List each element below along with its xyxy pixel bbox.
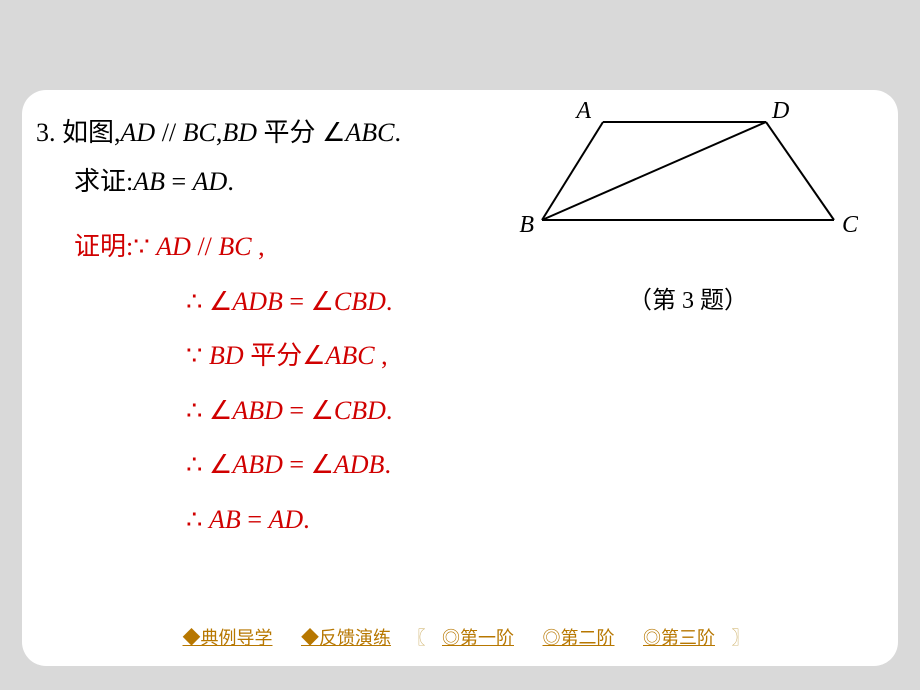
mid-4: = bbox=[283, 450, 311, 479]
svg-text:C: C bbox=[842, 212, 858, 238]
math-bd: BD bbox=[222, 118, 257, 147]
mid-3: = bbox=[283, 396, 311, 425]
ang-1a: ∠ bbox=[209, 287, 232, 316]
m1-5: AB bbox=[209, 505, 241, 534]
m1-3: ABD bbox=[232, 396, 283, 425]
ang-2b: ∠ bbox=[302, 341, 325, 370]
m2-0: BC bbox=[218, 232, 251, 261]
math-ab: AB bbox=[133, 167, 165, 196]
math-ad2: AD bbox=[193, 167, 228, 196]
proof-line-3: ∴ ∠ABD = ∠CBD. bbox=[36, 384, 392, 439]
problem-statement: 3. 如图,AD // BC,BD 平分 ∠ABC. 求证:AB = AD. bbox=[36, 108, 401, 207]
m1-1: ADB bbox=[232, 287, 283, 316]
period2: . bbox=[227, 167, 234, 196]
footer-item-4[interactable]: ◎第三阶 bbox=[643, 628, 715, 648]
post-1: . bbox=[386, 287, 393, 316]
ang-3b: ∠ bbox=[311, 396, 334, 425]
mid-1: = bbox=[283, 287, 311, 316]
m2-2: ABC bbox=[326, 341, 375, 370]
post-0: , bbox=[252, 232, 265, 261]
m1-4: ABD bbox=[232, 450, 283, 479]
ang-4b: ∠ bbox=[311, 450, 334, 479]
figure-caption: （第 3 题） bbox=[518, 280, 858, 315]
post-3: . bbox=[386, 396, 393, 425]
mid-5: = bbox=[241, 505, 269, 534]
m1-2: BD bbox=[209, 341, 244, 370]
proof-block: 证明:∵ AD // BC , ∴ ∠ADB = ∠CBD. ∵ BD 平分∠A… bbox=[36, 220, 392, 548]
footer-item-2[interactable]: ◎第一阶 bbox=[442, 628, 514, 648]
therefore-5: ∴ bbox=[186, 505, 209, 534]
svg-text:B: B bbox=[519, 212, 534, 238]
problem-number: 3. bbox=[36, 118, 56, 147]
footer-item-0[interactable]: ◆典例导学 bbox=[183, 628, 273, 648]
figure-block: A D B C （第 3 题） bbox=[518, 102, 858, 315]
m1-0: AD bbox=[156, 232, 191, 261]
page-card: 3. 如图,AD // BC,BD 平分 ∠ABC. 求证:AB = AD. 证… bbox=[22, 90, 898, 666]
post-4: . bbox=[384, 450, 391, 479]
trapezoid-figure: A D B C bbox=[518, 102, 858, 252]
m2-3: CBD bbox=[334, 396, 386, 425]
because-0: ∵ bbox=[133, 232, 156, 261]
given-prefix: 如图, bbox=[62, 118, 121, 147]
ang-1b: ∠ bbox=[311, 287, 334, 316]
prove-label: 求证: bbox=[74, 167, 133, 196]
footer-nav: ◆典例导学 ◆反馈演练 〖 ◎第一阶 ◎第二阶 ◎第三阶 〗 bbox=[22, 624, 898, 650]
footer-item-1[interactable]: ◆反馈演练 bbox=[301, 628, 391, 648]
period1: . bbox=[394, 118, 401, 147]
angle-sym: ∠ bbox=[322, 118, 345, 147]
m2-1: CBD bbox=[334, 287, 386, 316]
svg-text:A: A bbox=[574, 102, 591, 124]
proof-line-1: ∴ ∠ADB = ∠CBD. bbox=[36, 275, 392, 330]
content-area: 3. 如图,AD // BC,BD 平分 ∠ABC. 求证:AB = AD. 证… bbox=[22, 90, 898, 666]
mid-2: 平分 bbox=[244, 341, 303, 370]
proof-line-4: ∴ ∠ABD = ∠ADB. bbox=[36, 438, 392, 493]
problem-line-1: 3. 如图,AD // BC,BD 平分 ∠ABC. bbox=[36, 108, 401, 157]
parallel-sym: // bbox=[155, 118, 182, 147]
svg-text:D: D bbox=[771, 102, 789, 124]
therefore-4: ∴ bbox=[186, 450, 209, 479]
equals-sym: = bbox=[165, 167, 193, 196]
post-2: , bbox=[375, 341, 388, 370]
m2-5: AD bbox=[268, 505, 303, 534]
because-2: ∵ bbox=[186, 341, 209, 370]
footer-item-3[interactable]: ◎第二阶 bbox=[543, 628, 615, 648]
proof-line-0: 证明:∵ AD // BC , bbox=[36, 220, 392, 275]
proof-line-5: ∴ AB = AD. bbox=[36, 493, 392, 548]
therefore-3: ∴ bbox=[186, 396, 209, 425]
math-ad: AD bbox=[121, 118, 156, 147]
proof-line-2: ∵ BD 平分∠ABC , bbox=[36, 329, 392, 384]
bracket-close: 〗 bbox=[732, 628, 750, 648]
ang-4a: ∠ bbox=[209, 450, 232, 479]
bracket-open: 〖 bbox=[408, 628, 426, 648]
proof-label: 证明: bbox=[36, 232, 133, 261]
mid-0: // bbox=[191, 232, 218, 261]
bisect-text: 平分 bbox=[257, 118, 322, 147]
post-5: . bbox=[303, 505, 310, 534]
ang-3a: ∠ bbox=[209, 396, 232, 425]
problem-line-2: 求证:AB = AD. bbox=[36, 157, 401, 206]
m2-4: ADB bbox=[334, 450, 385, 479]
therefore-1: ∴ bbox=[186, 287, 209, 316]
math-bc: BC bbox=[183, 118, 216, 147]
math-abc: ABC bbox=[345, 118, 394, 147]
